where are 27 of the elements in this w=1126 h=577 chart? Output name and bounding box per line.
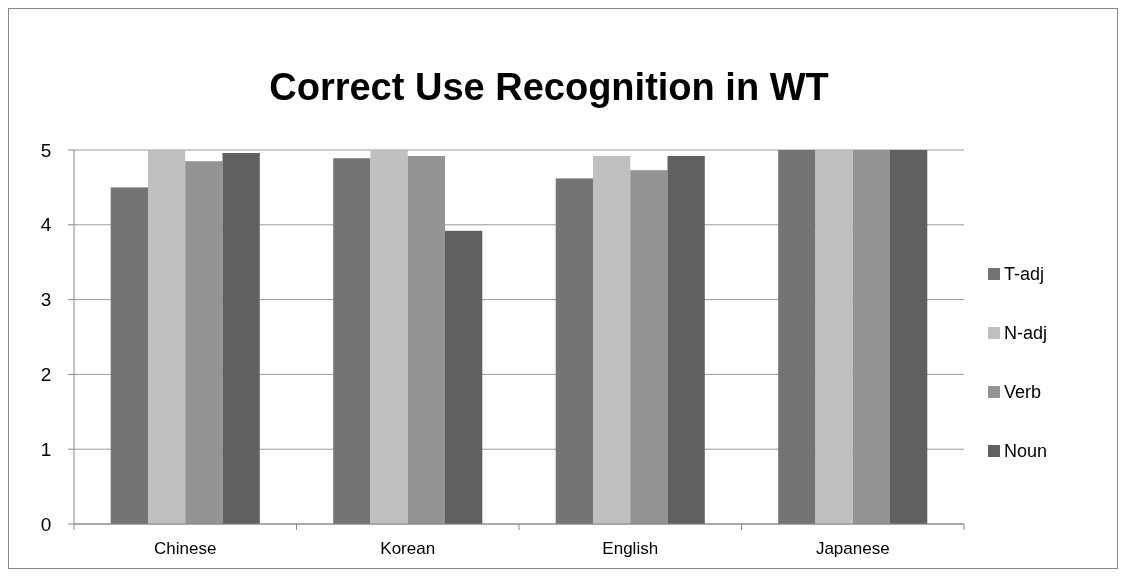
y-tick-label: 3 xyxy=(40,289,52,311)
bar xyxy=(592,155,631,524)
bar xyxy=(890,150,928,524)
y-tick-label: 4 xyxy=(40,214,52,236)
bar xyxy=(333,158,371,524)
x-tick-label: Korean xyxy=(380,539,436,558)
legend-label: Noun xyxy=(1004,441,1048,462)
chart-title: Correct Use Recognition in WT xyxy=(269,66,829,108)
bar xyxy=(778,150,816,524)
bar xyxy=(445,230,483,524)
bar xyxy=(555,178,593,524)
x-tick-label: Japanese xyxy=(815,539,890,558)
x-tick-label: Chinese xyxy=(154,539,217,558)
legend-label: T-adj xyxy=(1004,264,1045,285)
bar xyxy=(815,150,853,524)
y-tick-label: 5 xyxy=(40,139,52,161)
y-tick-label: 0 xyxy=(40,513,52,535)
x-tick-label: English xyxy=(602,539,659,558)
bar xyxy=(667,155,705,524)
bar xyxy=(370,150,408,524)
bar xyxy=(110,187,148,524)
legend-label: Verb xyxy=(1004,382,1042,403)
bar xyxy=(147,150,186,524)
legend-label: N-adj xyxy=(1004,323,1048,344)
y-tick-label: 1 xyxy=(40,438,52,460)
bar xyxy=(222,152,260,524)
y-tick-label: 2 xyxy=(40,364,52,386)
